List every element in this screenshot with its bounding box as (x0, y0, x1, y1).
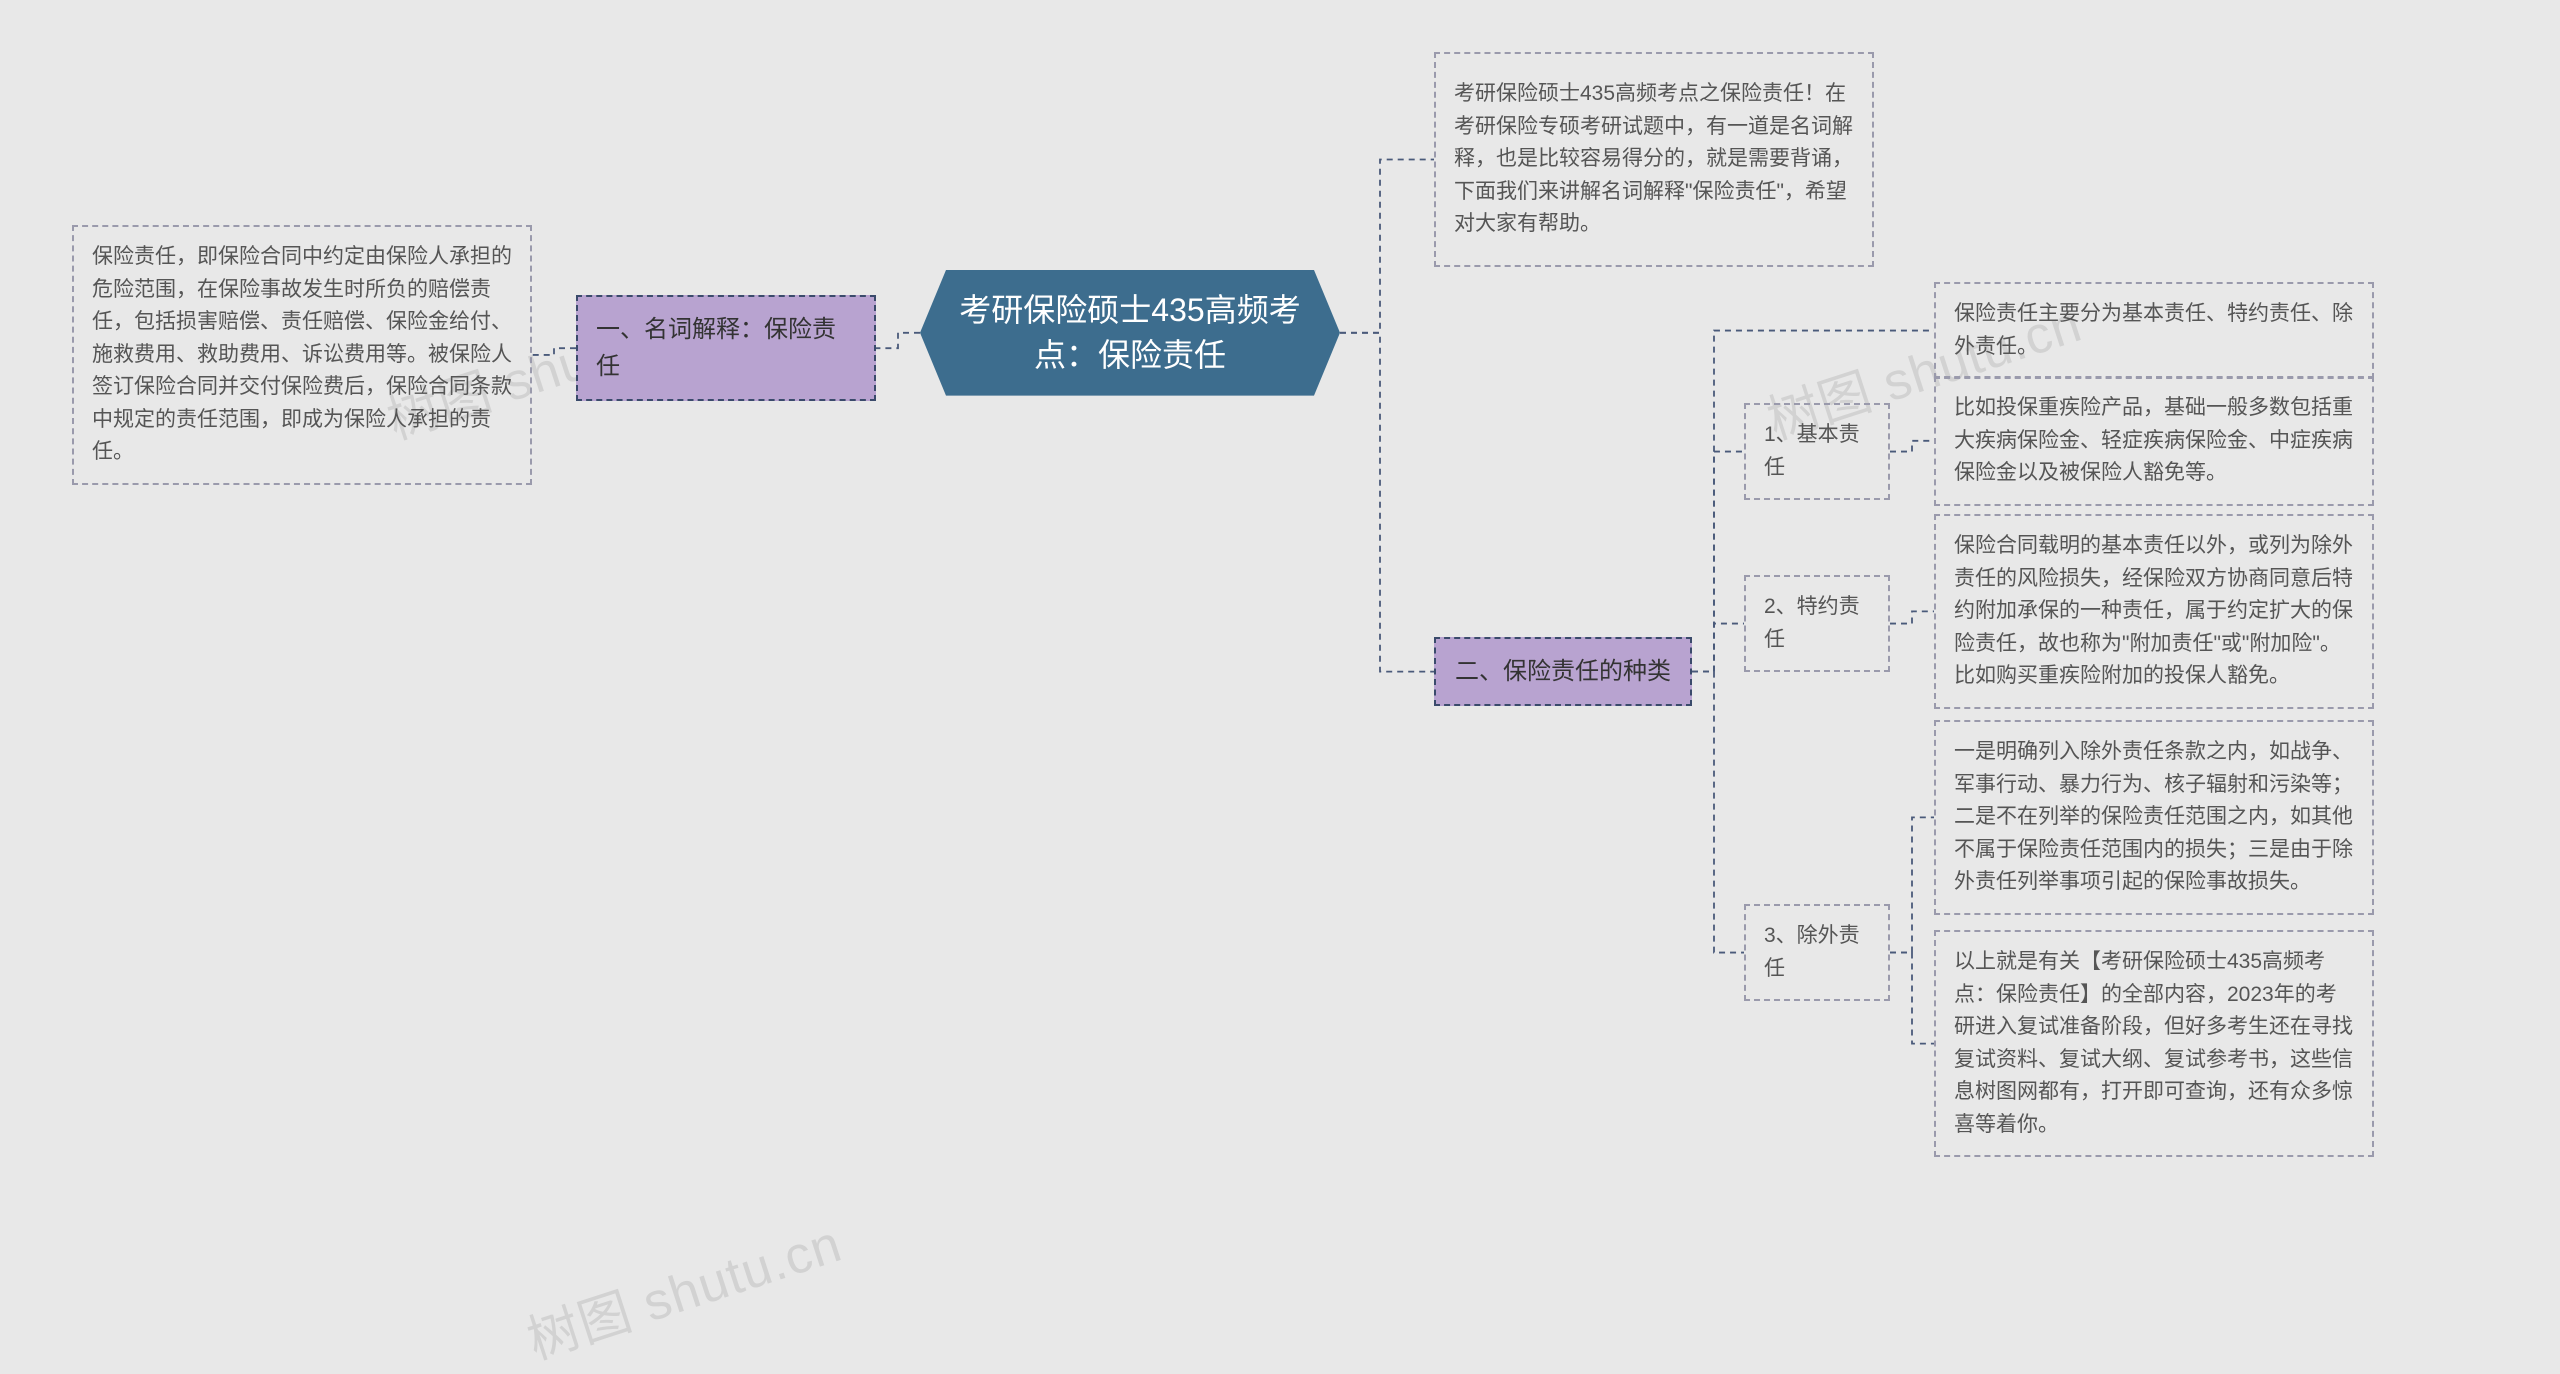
section-2-sub-2-desc: 保险合同载明的基本责任以外，或列为除外责任的风险损失，经保险双方协商同意后特约附… (1934, 514, 2374, 709)
section-2-sub-2[interactable]: 2、特约责任 (1744, 575, 1890, 672)
connector (1890, 817, 1934, 952)
connector (876, 333, 920, 348)
connector (1340, 160, 1434, 333)
root-node[interactable]: 考研保险硕士435高频考点：保险责任 (920, 270, 1340, 396)
connector (532, 348, 576, 355)
section-2[interactable]: 二、保险责任的种类 (1434, 637, 1692, 706)
section-2-sub-3-desc-2: 以上就是有关【考研保险硕士435高频考点：保险责任】的全部内容，2023年的考研… (1934, 930, 2374, 1157)
section-1-desc: 保险责任，即保险合同中约定由保险人承担的危险范围，在保险事故发生时所负的赔偿责任… (72, 225, 532, 485)
connector (1890, 611, 1934, 623)
section-2-overview: 保险责任主要分为基本责任、特约责任、除外责任。 (1934, 282, 2374, 379)
section-2-sub-1-desc: 比如投保重疾险产品，基础一般多数包括重大疾病保险金、轻症疾病保险金、中症疾病保险… (1934, 376, 2374, 506)
section-2-sub-1[interactable]: 1、基本责任 (1744, 403, 1890, 500)
connector (1692, 672, 1744, 953)
connector (1890, 441, 1934, 452)
connector (1692, 624, 1744, 672)
connector (1340, 333, 1434, 672)
intro-text: 考研保险硕士435高频考点之保险责任！在考研保险专硕考研试题中，有一道是名词解释… (1434, 52, 1874, 267)
connector (1890, 953, 1934, 1044)
section-2-sub-3[interactable]: 3、除外责任 (1744, 904, 1890, 1001)
section-2-sub-3-desc-1: 一是明确列入除外责任条款之内，如战争、军事行动、暴力行为、核子辐射和污染等；二是… (1934, 720, 2374, 915)
section-1[interactable]: 一、名词解释：保险责任 (576, 295, 876, 401)
connector (1692, 452, 1744, 672)
